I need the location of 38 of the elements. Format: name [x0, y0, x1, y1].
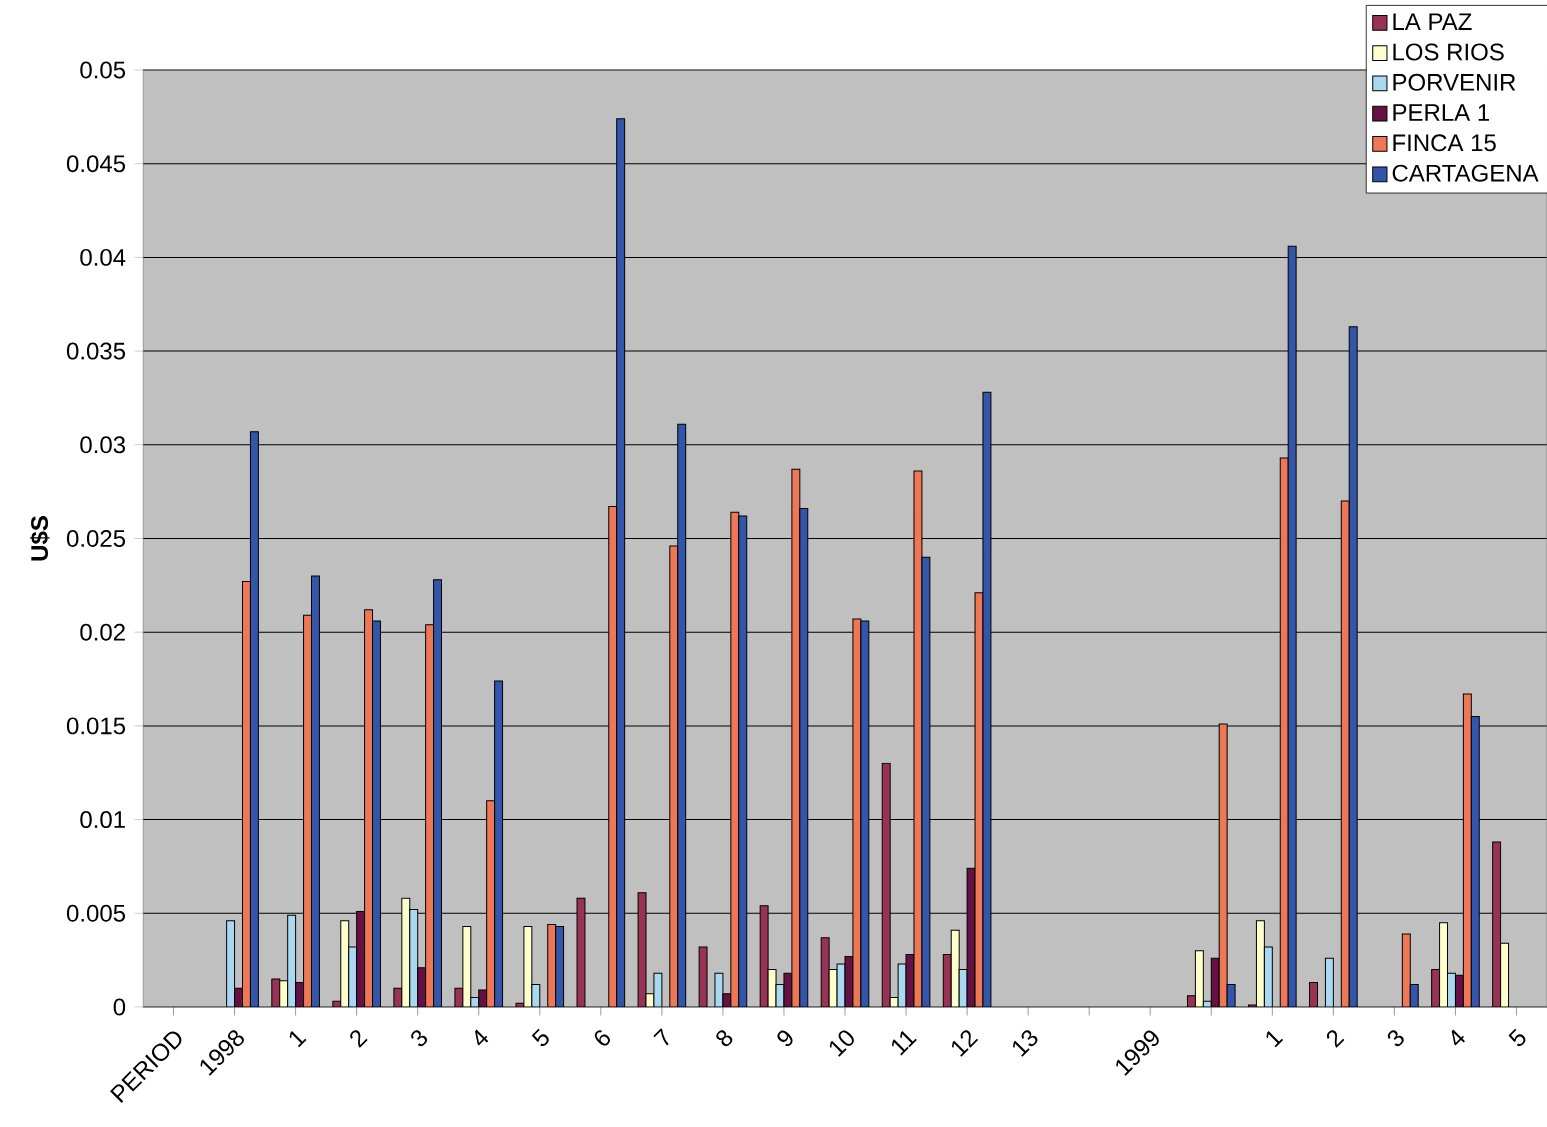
y-tick-label: 0.05 [80, 61, 126, 79]
legend-label: LA PAZ [1393, 13, 1472, 30]
legend-label: LOS RIOS [1393, 43, 1504, 61]
y-tick-label: 0.015 [66, 717, 126, 735]
y-tick-label: 0.01 [80, 811, 125, 829]
x-tick-label: 10 [829, 1030, 854, 1057]
legend-label: PORVENIR [1393, 73, 1516, 91]
y-tick-label: 0.035 [66, 342, 126, 360]
y-tick-label: 0.04 [80, 248, 126, 266]
x-tick-label: 4 [1451, 1029, 1465, 1046]
y-tick-label: 0.005 [66, 904, 126, 922]
x-tick-label: 2 [350, 1030, 368, 1048]
bar [698, 946, 708, 1007]
x-tick-label: 8 [716, 1030, 733, 1047]
x-tick-label: 2 [1326, 1030, 1345, 1048]
y-tick-label: 0 [113, 998, 126, 1016]
x-tick-label: 4 [475, 1029, 489, 1046]
x-tick-label: 5 [531, 1028, 549, 1047]
bar [1309, 982, 1318, 1007]
x-tick-label: 5 [1508, 1028, 1526, 1047]
x-tick-label: 1 [289, 1031, 307, 1048]
y-tick-label: 0.045 [66, 155, 126, 173]
x-tick-label: 3 [411, 1030, 428, 1047]
y-axis-title: U$S [30, 516, 50, 561]
y-tick-label: 0.03 [80, 436, 126, 454]
legend-label: CARTAGENA [1392, 164, 1539, 182]
legend-label: PERLA 1 [1393, 104, 1489, 121]
x-tick-label: 9 [777, 1030, 793, 1047]
y-tick-label: 0.02 [80, 623, 125, 641]
x-tick-label: 13 [1012, 1030, 1038, 1057]
x-tick-label: 1 [1266, 1031, 1284, 1048]
x-tick-label: 11 [891, 1031, 917, 1056]
x-tick-label: 12 [951, 1030, 979, 1057]
x-tick-label: 7 [653, 1028, 669, 1046]
x-tick-label: 6 [594, 1030, 611, 1046]
x-tick-label: 3 [1387, 1030, 1404, 1047]
legend-label: FINCA 15 [1393, 134, 1496, 152]
y-tick-label: 0.025 [66, 530, 126, 547]
